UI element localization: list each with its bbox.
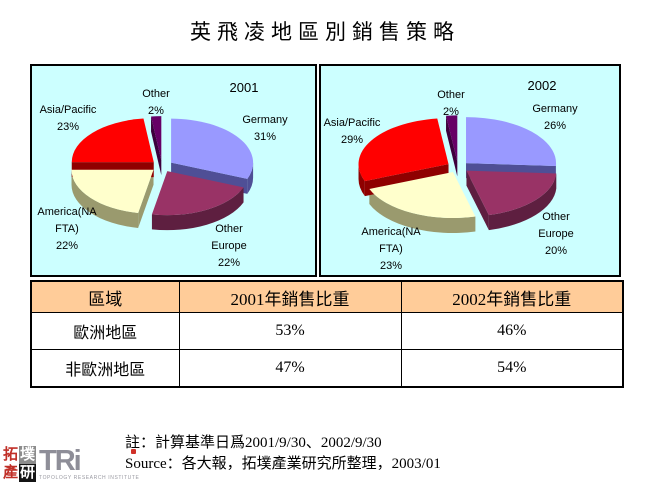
logo-char: 墣 (19, 446, 36, 464)
pie-slice-side-other (151, 116, 162, 176)
tri-logo: 拓 墣 產 研 TRi TOPOLOGY RESEARCH INSTITUTE (2, 446, 139, 482)
pie-label-line: 22% (55, 240, 79, 252)
pie-label-line: 22% (217, 257, 241, 269)
pie-label-line: FTA) (379, 243, 403, 255)
footnotes: 註：計算基準日爲2001/9/30、2002/9/30 Source：各大報，拓… (125, 433, 441, 475)
pie-slice-rim-germany (247, 162, 254, 194)
table-cell: 46% (400, 312, 624, 350)
pie-label-line: 2% (148, 105, 164, 117)
logo-char: 研 (19, 464, 36, 482)
pie-label-other: Other 2% (437, 87, 465, 121)
pie-slice-america-na-fta (71, 169, 154, 213)
pie-slice-asia-pacific (71, 118, 154, 163)
pie-slice-asia-pacific (358, 118, 449, 182)
pie-slice-america-na-fta (369, 172, 476, 219)
pie-slice-other (151, 116, 162, 161)
tri-logo-text: TRi (39, 445, 82, 477)
pie-label-other-europe: Other Europe 20% (538, 209, 573, 260)
pie-label-other-europe: Other Europe 22% (211, 221, 246, 272)
pie-slice-rim-america-na-fta (71, 169, 139, 228)
logo-char: 產 (2, 464, 19, 482)
pie-slice-side-other-europe (466, 170, 489, 231)
pie-label-line: Other (437, 89, 465, 101)
footnote-source: Source：各大報，拓墣產業研究所整理，2003/01 (125, 456, 441, 472)
table-cell: 53% (178, 312, 402, 350)
pie-slice-side-other (446, 115, 458, 177)
tri-logo-subtitle: TOPOLOGY RESEARCH INSTITUTE (39, 475, 140, 481)
pie-slice-rim-other-europe (488, 173, 557, 231)
pie-slice-germany (466, 117, 557, 167)
pie-label-germany: Germany 31% (242, 112, 287, 146)
pie-label-line: 31% (253, 131, 277, 143)
table-row: 非歐洲地區 47% 54% (30, 349, 624, 388)
pie-label-line: Other (142, 88, 170, 100)
pie-label-america-na-fta: America(NA FTA) 22% (37, 204, 96, 255)
table-row: 歐洲地區 53% 46% (30, 312, 624, 350)
pie-chart-2001-panel: Germany 31% Other Europe 22% America(NA FTA) 22… (30, 64, 317, 277)
table-cell: 非歐洲地區 (30, 349, 180, 388)
pie-label-line: 23% (56, 121, 80, 133)
tri-logo-i-dot (131, 449, 137, 454)
pie-label-asia-pacific: Asia/Pacific 29% (324, 115, 381, 149)
pie-label-line: 2% (443, 106, 459, 118)
pie-slice-other-europe (466, 170, 557, 216)
pie-slice-side-america-na-fta (138, 169, 154, 228)
table-header-cell: 2001年銷售比重 (178, 280, 402, 313)
table-cell: 54% (400, 349, 624, 388)
pie-year-label: 2002 (527, 78, 557, 93)
page-title: 英飛凌地區別銷售策略 (190, 20, 460, 44)
pie-slice-other-europe (151, 171, 244, 216)
pie-label-line: 23% (379, 260, 403, 272)
pie-slice-rim-other-europe (151, 187, 244, 231)
pie-label-other: Other 2% (142, 86, 170, 120)
pie-slice-germany (171, 118, 254, 179)
pie-chart-2002-panel: Germany 26% Other Europe 20% America(NA FTA) 23… (319, 64, 621, 277)
pie-slice-other (446, 115, 458, 162)
pie-chart-svg (358, 115, 557, 234)
pie-label-germany: Germany 26% (532, 101, 577, 135)
table-cell: 47% (178, 349, 402, 388)
pie-chart-svg (71, 116, 254, 231)
pie-label-line: Other (215, 223, 243, 235)
pie-label-line: Asia/Pacific (39, 104, 97, 116)
sales-share-table: 區域 2001年銷售比重 2002年銷售比重 歐洲地區 53% 46% 非歐洲地區 47% 5… (30, 280, 624, 388)
pie-label-line: Europe (211, 240, 247, 252)
pie-label-line: 20% (544, 245, 568, 257)
tri-logo-chinese-block: 拓 墣 產 研 (2, 446, 36, 482)
pie-label-asia-pacific: Asia/Pacific 23% (40, 102, 97, 136)
pie-label-line: America(NA (37, 206, 97, 218)
pie-slice-rim-america-na-fta (369, 188, 476, 234)
pie-label-line: America(NA (361, 226, 421, 238)
pie-label-line: Europe (538, 228, 574, 240)
table-header-row: 區域 2001年銷售比重 2002年銷售比重 (30, 280, 624, 313)
table-body: 歐洲地區 53% 46% 非歐洲地區 47% 54% (30, 312, 624, 388)
pie-label-line: FTA) (55, 223, 79, 235)
table-cell: 歐洲地區 (30, 312, 180, 350)
tri-logo-acronym: TRi TOPOLOGY RESEARCH INSTITUTE (39, 445, 140, 482)
pie-label-line: Other (542, 211, 570, 223)
logo-char: 拓 (2, 446, 19, 464)
footnote-basis: 註：計算基準日爲2001/9/30、2002/9/30 (125, 435, 382, 451)
table-header-cell: 區域 (30, 280, 180, 313)
pie-label-line: 26% (543, 120, 567, 132)
pie-year-label: 2001 (229, 80, 259, 95)
pie-label-line: Germany (242, 114, 288, 126)
table-header-cell: 2002年銷售比重 (400, 280, 624, 313)
pie-label-line: Asia/Pacific (323, 117, 381, 129)
pie-label-america-na-fta: America(NA FTA) 23% (361, 224, 420, 275)
pie-slice-rim-asia-pacific (358, 164, 365, 197)
pie-label-line: 29% (340, 134, 364, 146)
pie-label-line: Germany (532, 103, 578, 115)
